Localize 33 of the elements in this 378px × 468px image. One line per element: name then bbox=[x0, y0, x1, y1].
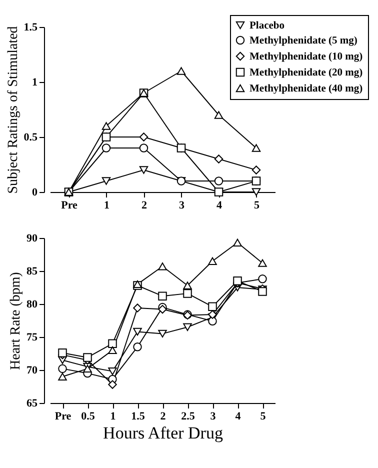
x-tick-label: 1.5 bbox=[131, 410, 146, 422]
x-tick-label: 1 bbox=[104, 200, 110, 212]
legend-label: Methylphenidate (40 mg) bbox=[250, 83, 364, 94]
y-tick-label: 1 bbox=[32, 76, 38, 88]
x-tick-label: Pre bbox=[54, 410, 72, 422]
x-tick-label: 5 bbox=[260, 410, 266, 422]
y-axis-title: Heart Rate (bpm) bbox=[8, 272, 24, 370]
x-tick-label: 4 bbox=[235, 410, 242, 422]
x-tick-label: 2 bbox=[142, 200, 148, 212]
x-tick-label: 2.5 bbox=[181, 410, 196, 422]
x-tick-label: 5 bbox=[254, 200, 260, 212]
y-tick-label: 80 bbox=[26, 298, 38, 310]
x-tick-label: 1 bbox=[110, 410, 116, 422]
y-axis-title: Subject Ratings of Stimulated bbox=[6, 26, 21, 194]
x-tick-label: 0.5 bbox=[81, 410, 96, 422]
legend-label: Methylphenidate (10 mg) bbox=[250, 51, 364, 62]
x-tick-label: 3 bbox=[179, 200, 185, 212]
y-tick-label: 0 bbox=[32, 186, 38, 198]
x-tick-label: 3 bbox=[210, 410, 216, 422]
y-tick-label: 1.5 bbox=[24, 22, 38, 34]
x-tick-label: Pre bbox=[61, 200, 78, 212]
y-tick-label: 75 bbox=[26, 332, 38, 344]
y-tick-label: 90 bbox=[26, 232, 38, 244]
y-tick-label: 70 bbox=[26, 364, 38, 376]
y-tick-label: 65 bbox=[26, 398, 38, 410]
x-tick-label: 4 bbox=[216, 200, 222, 212]
legend-label: Methylphenidate (20 mg) bbox=[250, 67, 364, 78]
y-tick-label: 0.5 bbox=[24, 132, 38, 144]
x-axis-title: Hours After Drug bbox=[103, 424, 224, 442]
legend-label: Methylphenidate (5 mg) bbox=[250, 35, 358, 46]
x-tick-label: 2 bbox=[160, 410, 166, 422]
y-tick-label: 85 bbox=[26, 266, 38, 278]
legend-label: Placebo bbox=[250, 20, 284, 32]
